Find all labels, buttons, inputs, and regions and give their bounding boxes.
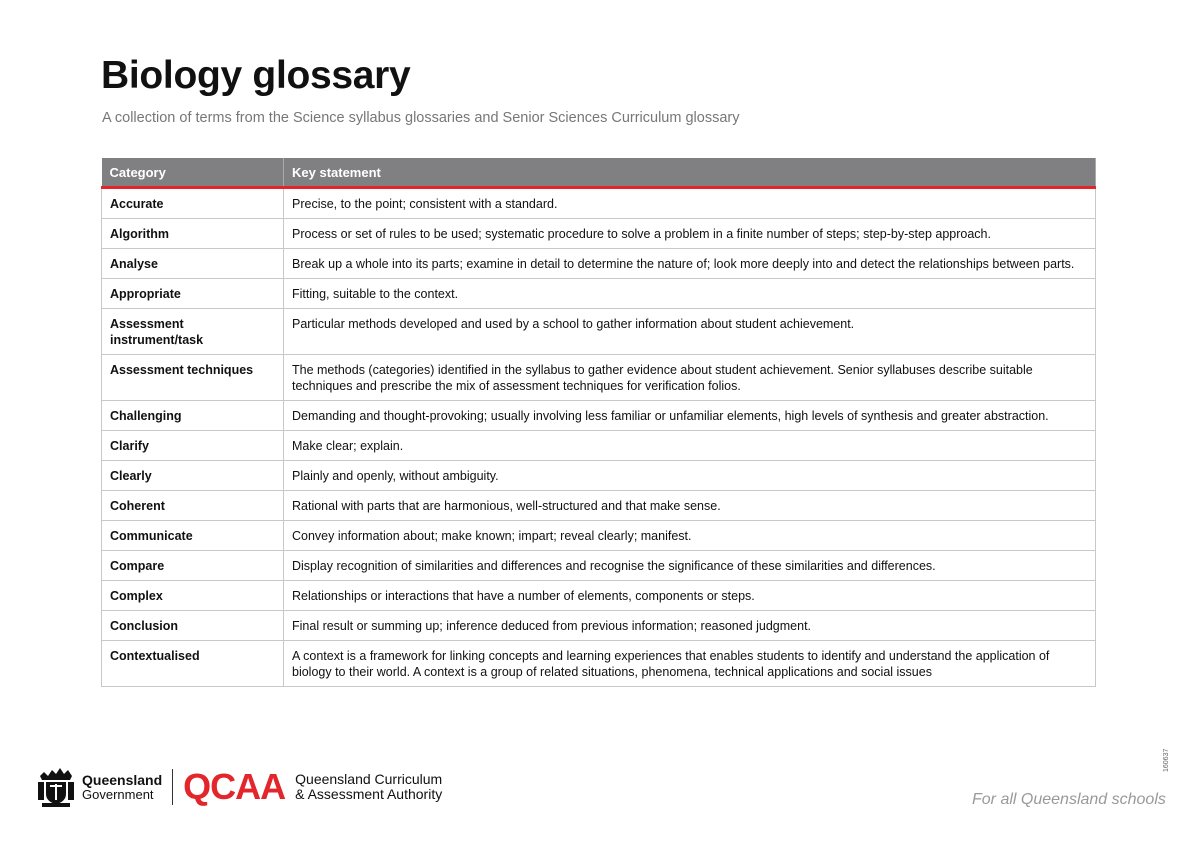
table-row: Assessment instrument/task Particular met… bbox=[101, 308, 1096, 355]
term-cell: Clearly bbox=[101, 460, 284, 491]
term-cell: Accurate bbox=[101, 187, 284, 219]
divider bbox=[172, 769, 174, 805]
qcaa-name: Queensland Curriculum & Assessment Author… bbox=[295, 771, 443, 802]
term-cell: Communicate bbox=[101, 520, 284, 551]
table-row: Clearly Plainly and openly, without ambig… bbox=[101, 460, 1096, 491]
header-category: Category bbox=[101, 158, 284, 189]
table-row: Complex Relationships or interactions tha… bbox=[101, 580, 1096, 611]
term-cell: Assessment techniques bbox=[101, 354, 284, 401]
page-subtitle: A collection of terms from the Science s… bbox=[102, 110, 740, 126]
term-cell: Clarify bbox=[101, 430, 284, 461]
document-code: 160637 bbox=[1163, 748, 1170, 772]
table-row: Contextualised A context is a framework f… bbox=[101, 640, 1096, 687]
definition-cell: Precise, to the point; consistent with a… bbox=[283, 187, 1096, 219]
table-row: Accurate Precise, to the point; consisten… bbox=[101, 187, 1096, 219]
queensland-crest-icon bbox=[38, 768, 74, 807]
table-row: Coherent Rational with parts that are har… bbox=[101, 490, 1096, 521]
definition-cell: Convey information about; make known; im… bbox=[283, 520, 1096, 551]
table-row: Clarify Make clear; explain. bbox=[101, 430, 1096, 461]
table-row: Appropriate Fitting, suitable to the cont… bbox=[101, 278, 1096, 309]
header-key-statement: Key statement bbox=[283, 158, 1096, 189]
table-row: Communicate Convey information about; mak… bbox=[101, 520, 1096, 551]
definition-cell: Plainly and openly, without ambiguity. bbox=[283, 460, 1096, 491]
definition-cell: Final result or summing up; inference de… bbox=[283, 610, 1096, 641]
qld-government-logo: Queensland Government bbox=[82, 771, 163, 802]
footer-logos: Queensland Government QCAA Queensland Cur… bbox=[36, 766, 442, 808]
definition-cell: Rational with parts that are harmonious,… bbox=[283, 490, 1096, 521]
table-row: Assessment techniques The methods (catego… bbox=[101, 354, 1096, 401]
definition-cell: Relationships or interactions that have … bbox=[283, 580, 1096, 611]
term-cell: Analyse bbox=[101, 248, 284, 279]
table-row: Analyse Break up a whole into its parts; … bbox=[101, 248, 1096, 279]
term-cell: Conclusion bbox=[101, 610, 284, 641]
table-row: Challenging Demanding and thought-provoki… bbox=[101, 400, 1096, 431]
definition-cell: Process or set of rules to be used; syst… bbox=[283, 218, 1096, 249]
term-cell: Compare bbox=[101, 550, 284, 581]
definition-cell: A context is a framework for linking con… bbox=[283, 640, 1096, 687]
definition-cell: Display recognition of similarities and … bbox=[283, 550, 1096, 581]
table-row: Compare Display recognition of similariti… bbox=[101, 550, 1096, 581]
definition-cell: Demanding and thought-provoking; usually… bbox=[283, 400, 1096, 431]
qcaa-logo: QCAA bbox=[183, 766, 286, 807]
tagline: For all Queensland schools bbox=[972, 791, 1166, 808]
table-row: Conclusion Final result or summing up; in… bbox=[101, 610, 1096, 641]
definition-cell: Particular methods developed and used by… bbox=[283, 308, 1096, 355]
page-title: Biology glossary bbox=[101, 54, 411, 97]
term-cell: Coherent bbox=[101, 490, 284, 521]
definition-cell: Make clear; explain. bbox=[283, 430, 1096, 461]
term-cell: Assessment instrument/task bbox=[101, 308, 284, 355]
term-cell: Contextualised bbox=[101, 640, 284, 687]
glossary-table: Category Key statement Accurate Precise, … bbox=[101, 158, 1096, 687]
definition-cell: Fitting, suitable to the context. bbox=[283, 278, 1096, 309]
definition-cell: The methods (categories) identified in t… bbox=[283, 354, 1096, 401]
term-cell: Complex bbox=[101, 580, 284, 611]
definition-cell: Break up a whole into its parts; examine… bbox=[283, 248, 1096, 279]
term-cell: Appropriate bbox=[101, 278, 284, 309]
term-cell: Algorithm bbox=[101, 218, 284, 249]
term-cell: Challenging bbox=[101, 400, 284, 431]
table-header: Category Key statement bbox=[101, 158, 1096, 189]
table-row: Algorithm Process or set of rules to be u… bbox=[101, 218, 1096, 249]
